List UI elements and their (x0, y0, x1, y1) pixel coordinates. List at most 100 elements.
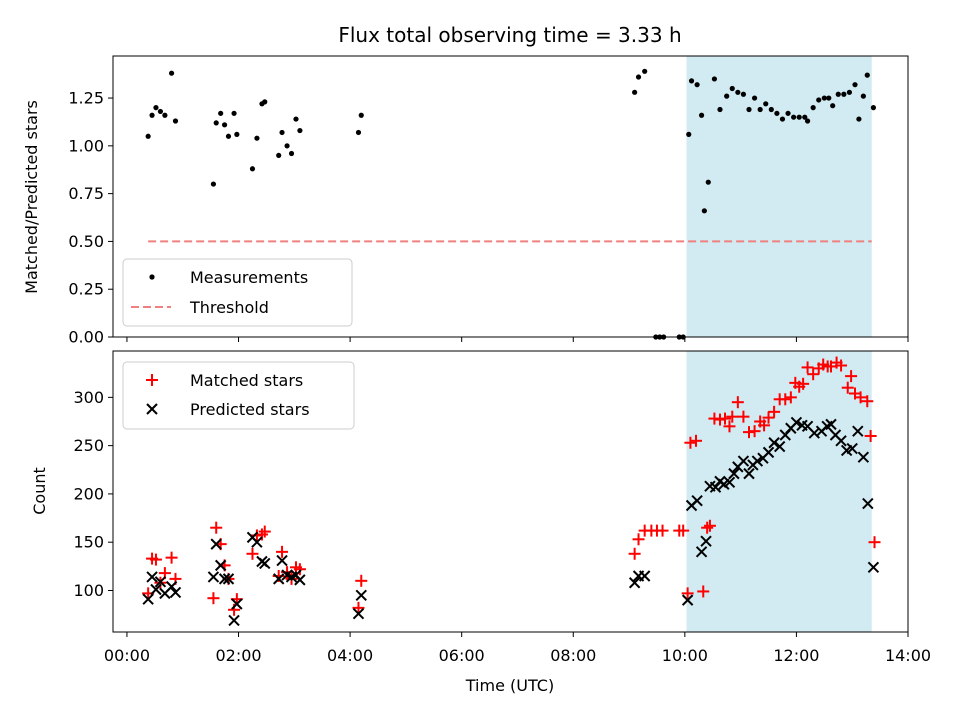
measurement-point (635, 74, 642, 80)
measurement-point (724, 93, 730, 99)
predicted-point (857, 451, 870, 463)
measurement-point (210, 181, 217, 187)
predicted-point (773, 440, 786, 453)
matched-point (868, 536, 881, 549)
measurement-point (642, 68, 648, 74)
measurement-point (711, 76, 718, 82)
measurement-point (804, 118, 811, 124)
measurement-point (279, 129, 285, 136)
matched-point (677, 524, 690, 537)
matched-point (207, 592, 220, 605)
top-y-label: Matched/Predicted stars (22, 100, 41, 294)
measurement-point (168, 70, 175, 76)
predicted-point (207, 571, 220, 583)
x-tick-label: 04:00 (327, 646, 373, 665)
x-tick-label: 14:00 (885, 646, 931, 665)
predicted-points (142, 416, 880, 627)
measurement-point (860, 93, 866, 99)
bottom-x-ticks: 00:00 02:00 04:00 06:00 08:00 10:00 12:00 14:00 (104, 632, 931, 665)
predicted-point (231, 598, 243, 610)
predicted-point (272, 573, 285, 585)
predicted-point (728, 467, 740, 480)
matched-point (845, 370, 858, 383)
matched-point (352, 601, 365, 614)
measurement-point (162, 112, 168, 118)
matched-point (697, 585, 710, 598)
legend-threshold-label: Threshold (189, 298, 269, 317)
predicted-point (210, 538, 222, 550)
measurement-point (276, 152, 282, 159)
measurement-point (358, 112, 364, 118)
measurement-point (856, 116, 862, 122)
x-axis-label: Time (UTC) (465, 676, 554, 695)
matched-point (355, 574, 368, 587)
measurement-point (717, 106, 723, 113)
bottom-axes-frame (112, 350, 909, 633)
bottom-y-tick-label: 100 (73, 581, 104, 600)
top-y-tick-label: 1.25 (68, 89, 104, 108)
top-highlight-span (686, 56, 872, 337)
measurement-point (231, 110, 237, 116)
measurement-point (218, 110, 224, 116)
measurement-point (852, 82, 858, 88)
matched-point (864, 429, 877, 442)
measurement-point (249, 166, 256, 172)
measurement-point (810, 105, 816, 111)
measurement-point (254, 135, 260, 141)
predicted-point (751, 455, 764, 467)
bottom-y-ticks: 100 150 200 250 300 (73, 388, 113, 600)
predicted-point (165, 580, 178, 593)
matched-point (165, 551, 178, 564)
predicted-point (146, 571, 158, 583)
matched-point (854, 391, 867, 404)
matched-point (768, 405, 781, 418)
predicted-point (259, 557, 271, 570)
predicted-point (862, 497, 874, 510)
predicted-point (867, 561, 880, 574)
measurement-point (234, 131, 240, 137)
x-tick-label: 10:00 (662, 646, 708, 665)
predicted-point (169, 586, 182, 599)
predicted-point (852, 425, 864, 437)
matched-point (797, 377, 810, 390)
measurement-point (746, 106, 752, 113)
matched-point (807, 368, 820, 381)
predicted-point (228, 614, 240, 627)
bottom-y-label: Count (30, 467, 49, 515)
chart-title: Flux total observing time = 3.33 h (338, 23, 681, 47)
predicted-point (790, 416, 803, 429)
measurement-point (816, 97, 822, 103)
bottom-y-tick-label: 250 (73, 436, 104, 455)
matched-point (684, 436, 697, 449)
top-y-ticks: 0.00 0.25 0.50 0.75 1.00 1.25 (68, 89, 113, 347)
top-y-tick-label: 0.50 (68, 232, 104, 251)
bottom-y-tick-label: 200 (73, 484, 104, 503)
top-y-tick-label: 0.75 (68, 184, 104, 203)
legend-matched-marker (146, 374, 158, 386)
matched-point (737, 410, 750, 423)
matched-point (628, 547, 641, 560)
bottom-legend: Matched stars Predicted stars (122, 361, 355, 430)
measurement-points (145, 68, 877, 340)
matched-point (779, 393, 792, 406)
predicted-point (276, 554, 288, 567)
predicted-point (700, 535, 712, 547)
legend-measurement-marker (149, 274, 155, 280)
matched-point (726, 410, 739, 423)
predicted-point (737, 455, 750, 467)
legend-measurements-label: Measurements (190, 268, 308, 287)
measurement-point (293, 116, 299, 122)
predicted-point (154, 576, 167, 588)
x-tick-label: 12:00 (773, 646, 819, 665)
measurement-point (694, 82, 700, 88)
measurement-point (153, 105, 159, 111)
measurement-point (768, 106, 774, 113)
matched-point (656, 524, 669, 537)
measurement-point (841, 91, 847, 97)
top-y-tick-label: 1.00 (68, 136, 104, 155)
matched-point (703, 519, 716, 532)
measurement-point (688, 78, 695, 84)
predicted-point (352, 607, 365, 620)
predicted-point (222, 573, 235, 585)
matched-point (748, 425, 761, 438)
